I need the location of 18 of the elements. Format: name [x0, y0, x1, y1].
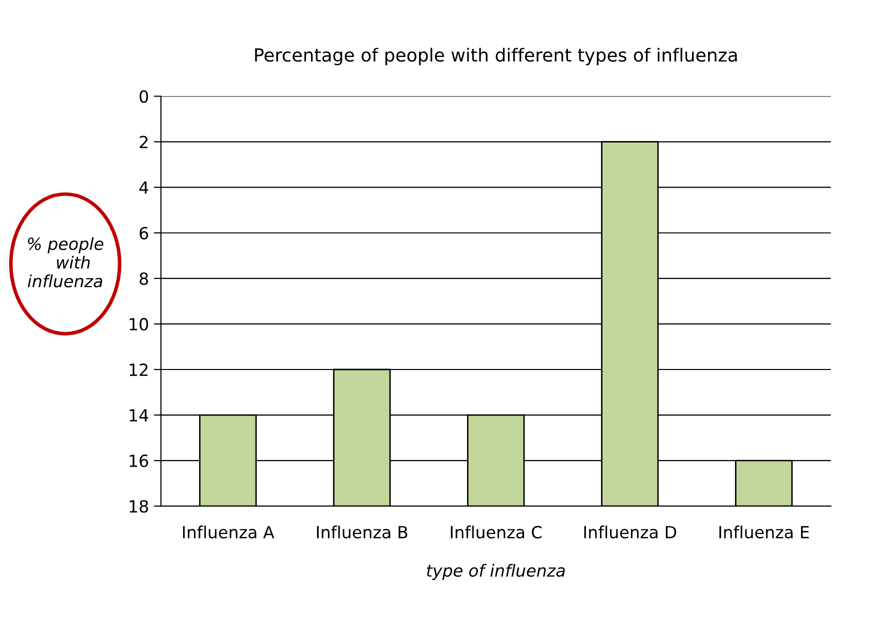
- y-tick-label: 4: [139, 182, 148, 194]
- x-axis-title: type of influenza: [427, 564, 565, 580]
- y-tick-label: 16: [130, 454, 148, 468]
- y-tick-label: 0: [140, 90, 148, 103]
- y-tick-label: 18: [130, 500, 148, 513]
- x-tick-label: Influenza E: [719, 526, 809, 538]
- x-tick-label: Influenza D: [584, 526, 676, 538]
- chart-title: Percentage of people with different types of influenza: [255, 48, 737, 66]
- y-tick-label: 8: [140, 272, 148, 285]
- y-tick-label: 6: [140, 226, 148, 240]
- y-tick-label: 2: [140, 136, 148, 148]
- y-tick-label: 10: [130, 318, 148, 331]
- x-tick-label: Influenza B: [317, 526, 408, 538]
- y-tick-label: 12: [130, 363, 148, 376]
- x-tick-label: Influenza A: [183, 526, 274, 538]
- y-tick-label: 14: [130, 409, 148, 422]
- x-tick-label: Influenza C: [450, 526, 542, 538]
- y-axis-title: % people with influenza: [28, 237, 104, 288]
